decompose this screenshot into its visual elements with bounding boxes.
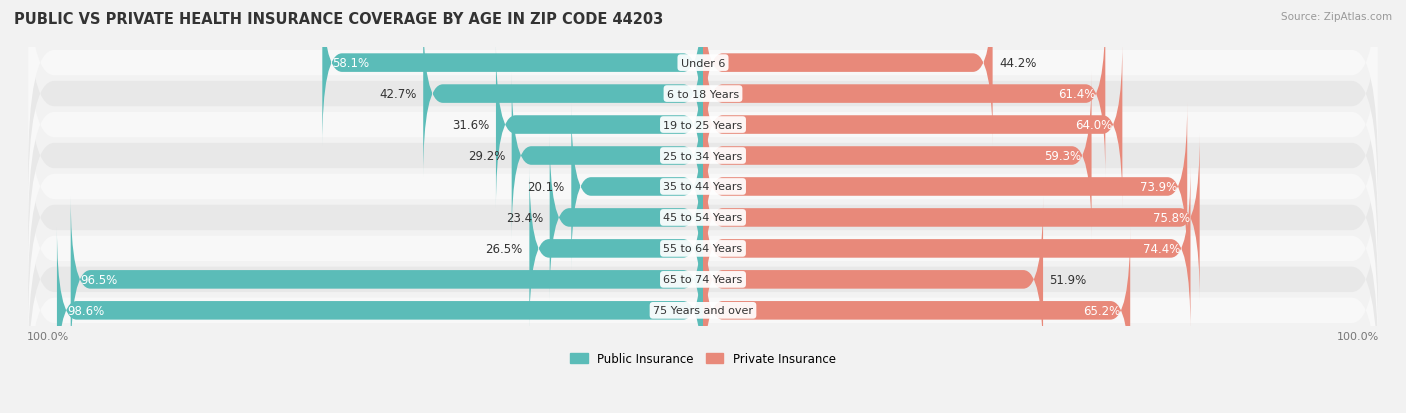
Text: 23.4%: 23.4% [506,211,543,224]
Text: 98.6%: 98.6% [66,304,104,317]
Text: 42.7%: 42.7% [380,88,416,101]
FancyBboxPatch shape [703,42,1122,209]
Text: 6 to 18 Years: 6 to 18 Years [666,89,740,100]
Text: 74.4%: 74.4% [1143,242,1181,255]
Text: PUBLIC VS PRIVATE HEALTH INSURANCE COVERAGE BY AGE IN ZIP CODE 44203: PUBLIC VS PRIVATE HEALTH INSURANCE COVER… [14,12,664,27]
Text: Under 6: Under 6 [681,59,725,69]
FancyBboxPatch shape [28,76,1378,298]
FancyBboxPatch shape [56,227,703,394]
Text: 51.9%: 51.9% [1050,273,1087,286]
FancyBboxPatch shape [70,196,703,363]
FancyBboxPatch shape [703,11,1105,178]
FancyBboxPatch shape [28,0,1378,174]
FancyBboxPatch shape [571,104,703,271]
FancyBboxPatch shape [496,42,703,209]
Text: 65 to 74 Years: 65 to 74 Years [664,275,742,285]
FancyBboxPatch shape [703,227,1130,394]
Text: 55 to 64 Years: 55 to 64 Years [664,244,742,254]
FancyBboxPatch shape [703,165,1191,332]
Text: 75 Years and over: 75 Years and over [652,306,754,316]
Text: 31.6%: 31.6% [453,119,489,132]
Text: 35 to 44 Years: 35 to 44 Years [664,182,742,192]
FancyBboxPatch shape [322,0,703,147]
FancyBboxPatch shape [530,165,703,332]
Text: 58.1%: 58.1% [332,57,370,70]
Text: 73.9%: 73.9% [1140,180,1177,194]
FancyBboxPatch shape [28,107,1378,329]
Text: 26.5%: 26.5% [485,242,523,255]
Text: 25 to 34 Years: 25 to 34 Years [664,151,742,161]
FancyBboxPatch shape [550,135,703,301]
FancyBboxPatch shape [703,73,1091,240]
Text: 44.2%: 44.2% [1000,57,1036,70]
FancyBboxPatch shape [28,45,1378,267]
Legend: Public Insurance, Private Insurance: Public Insurance, Private Insurance [565,348,841,370]
Text: 59.3%: 59.3% [1045,150,1081,163]
FancyBboxPatch shape [703,196,1043,363]
FancyBboxPatch shape [28,138,1378,360]
FancyBboxPatch shape [28,169,1378,391]
FancyBboxPatch shape [703,104,1187,271]
Text: 29.2%: 29.2% [468,150,505,163]
FancyBboxPatch shape [703,0,993,147]
Text: 65.2%: 65.2% [1083,304,1121,317]
Text: 20.1%: 20.1% [527,180,565,194]
FancyBboxPatch shape [28,14,1378,236]
Text: 45 to 54 Years: 45 to 54 Years [664,213,742,223]
FancyBboxPatch shape [423,11,703,178]
Text: 96.5%: 96.5% [80,273,118,286]
FancyBboxPatch shape [703,135,1199,301]
Text: Source: ZipAtlas.com: Source: ZipAtlas.com [1281,12,1392,22]
Text: 61.4%: 61.4% [1059,88,1095,101]
FancyBboxPatch shape [28,0,1378,205]
FancyBboxPatch shape [28,199,1378,413]
Text: 64.0%: 64.0% [1076,119,1112,132]
FancyBboxPatch shape [512,73,703,240]
Text: 19 to 25 Years: 19 to 25 Years [664,120,742,130]
Text: 75.8%: 75.8% [1153,211,1189,224]
